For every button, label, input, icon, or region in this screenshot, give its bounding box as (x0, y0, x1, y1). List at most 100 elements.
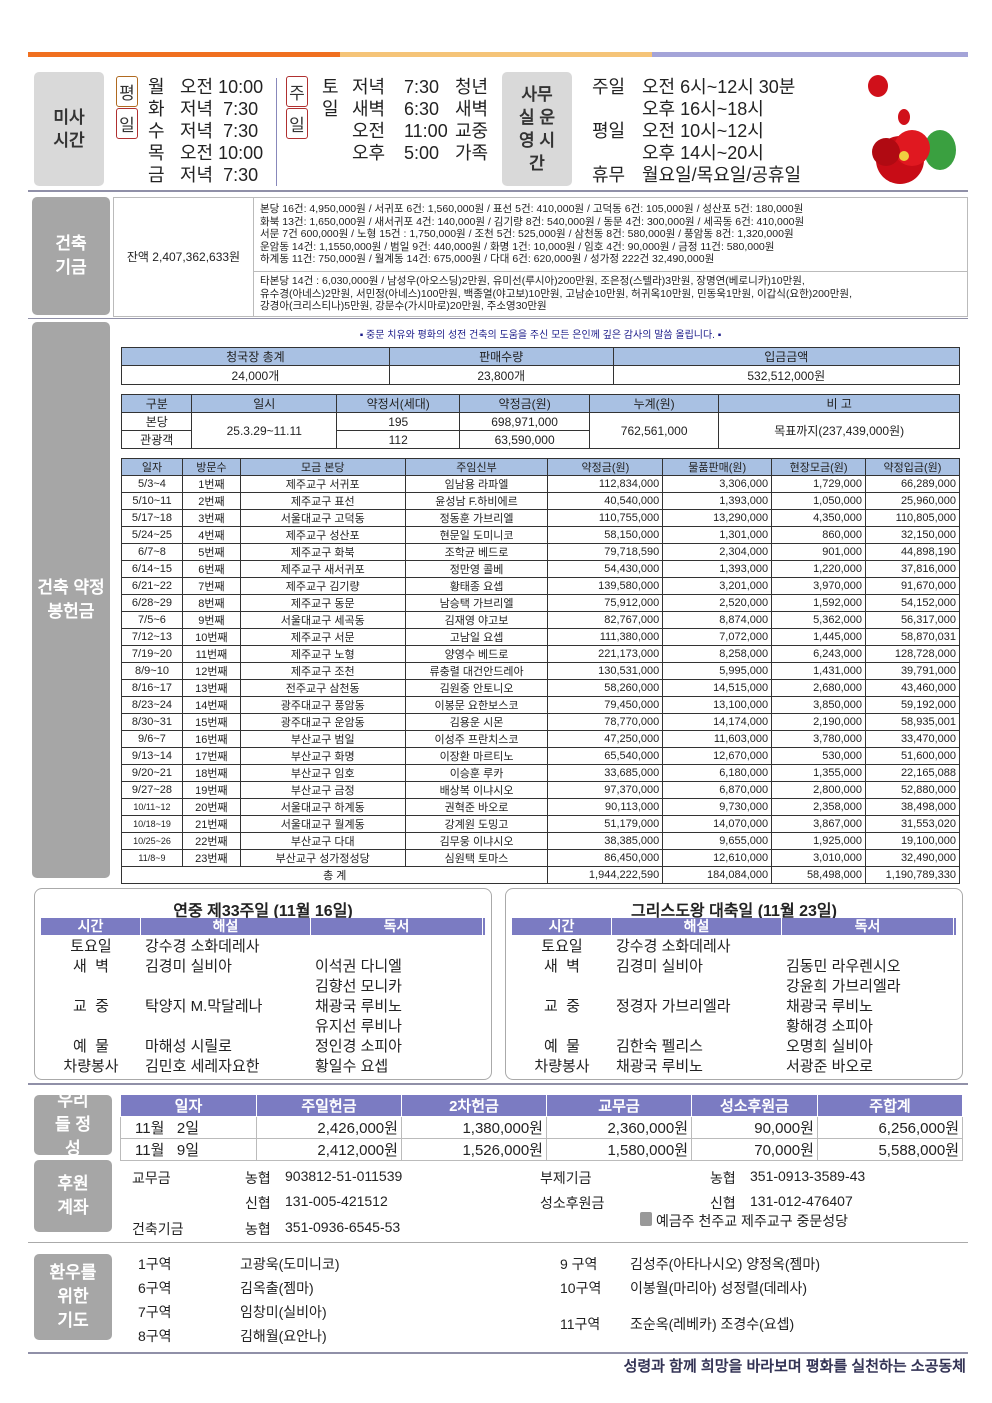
visit-cell: 6,870,000 (662, 781, 773, 799)
liturgy-cell: 이석권 다니엘 (315, 958, 402, 975)
visit-cell: 3,201,000 (662, 577, 773, 595)
visit-row: 9/6~7 16번째 부산교구 범일 이성주 프란치스코 47,250,000 11,60… (121, 730, 960, 748)
liturgy-cell: 차량봉사 (63, 1058, 119, 1075)
account-name: 부제기금 (540, 1170, 592, 1186)
offering-header: 교무금 (545, 1094, 693, 1117)
visit-cell: 65,540,000 (547, 747, 664, 765)
sunday-mass-cell: 청년 (455, 77, 489, 97)
liturgy-cell: 황해경 소피아 (786, 1018, 873, 1035)
visit-cell: 3,010,000 (771, 849, 866, 867)
visit-cell: 7,072,000 (662, 628, 773, 646)
parish-donations: 본당 16건: 4,950,000원 / 서귀포 6건: 1,560,000원 … (253, 197, 968, 272)
visit-cell: 8/23~24 (121, 696, 183, 714)
liturgy-row: 새 벽 김경미 실비아 김동민 라우렌시오 (512, 955, 956, 975)
visit-cell: 조학균 베드로 (404, 543, 549, 561)
visit-cell: 59,192,000 (865, 696, 960, 714)
visit-cell: 47,250,000 (547, 730, 664, 748)
visit-cell: 심원택 토마스 (404, 849, 549, 867)
liturgy-cell: 서광준 바오로 (786, 1058, 873, 1075)
visit-cell: 32,490,000 (865, 849, 960, 867)
top-bar-lavender (652, 52, 968, 57)
visit-cell: 2,680,000 (771, 679, 866, 697)
liturgy-cell: 김경미 실비아 (145, 958, 232, 975)
visit-row: 8/16~17 13번째 전주교구 삼천동 김원중 안토니오 58,260,000 14,… (121, 679, 960, 697)
visit-cell: 112,834,000 (547, 475, 664, 493)
divider (28, 1083, 968, 1085)
sunday-mass-cell: 5:00 (404, 143, 440, 163)
offering-header: 일자 (120, 1094, 257, 1117)
weekday-day: 금 (148, 165, 165, 185)
liturgy-row: 교 중 정경자 가브리엘라 채광국 루비노 (512, 995, 956, 1015)
visit-cell: 김원중 안토니오 (404, 679, 549, 697)
visit-cell: 7번째 (181, 577, 241, 595)
liturgy-row: 김향선 모니카 (41, 975, 485, 995)
liturgy-cell (41, 1015, 141, 1035)
visit-cell: 양영수 베드로 (404, 645, 549, 663)
visit-cell: 43,460,000 (865, 679, 960, 697)
top-bar-orange (28, 52, 340, 57)
visit-row: 8/23~24 14번째 광주대교구 풍암동 이봉문 요한보스코 79,450,000 1… (121, 696, 960, 714)
liturgy-cell (41, 975, 141, 995)
visit-cell: 130,531,000 (547, 662, 664, 680)
visit-cell: 79,718,590 (547, 543, 664, 561)
visit-cell: 광주대교구 풍암동 (239, 696, 406, 714)
visit-cell: 4,350,000 (771, 509, 866, 527)
liturgy-cell (612, 1015, 782, 1035)
visit-cell: 7/5~6 (121, 611, 183, 629)
office-day: 평일 (592, 121, 626, 141)
visit-row: 6/28~29 8번째 제주교구 동문 남승택 가브리엘 75,912,000 2,520… (121, 594, 960, 612)
visit-cell: 9/20~21 (121, 764, 183, 782)
liturgy-cell: 강윤희 가브리엘라 (786, 978, 901, 995)
visit-cell: 6/7~8 (121, 543, 183, 561)
liturgy-header-row: 시간 해설 독서 (512, 918, 956, 935)
divider (28, 1242, 968, 1243)
visit-cell: 33,685,000 (547, 764, 664, 782)
other-donation-line: 유수경(아네스)2만원, 서민정(아네스)100만원, 백종열(야고보)10만원… (260, 287, 853, 300)
liturgy-cell: 탁양지 M.막달레나 (145, 998, 263, 1015)
liturgy-row: 차량봉사 김민호 세레자요한 황일수 요셉 (41, 1055, 485, 1075)
visit-cell: 10/11~12 (121, 798, 183, 816)
visit-cell: 14,070,000 (662, 815, 773, 833)
pledge-label: 건축 약정 봉헌금 (32, 322, 110, 878)
visit-cell: 3,970,000 (771, 577, 866, 595)
offering-cell: 1,580,000원 (545, 1138, 693, 1161)
liturgy-cell: 김경미 실비아 (616, 958, 703, 975)
visit-cell: 1,393,000 (662, 492, 773, 510)
visit-cell: 33,470,000 (865, 730, 960, 748)
visit-cell: 9,730,000 (662, 798, 773, 816)
visit-cell: 2,304,000 (662, 543, 773, 561)
visit-cell: 제주교구 서귀포 (239, 475, 406, 493)
liturgy-row: 차량봉사 채광국 루비노 서광준 바오로 (512, 1055, 956, 1075)
sales-header: 입금금액 (612, 347, 961, 366)
account-name: 성소후원금 (540, 1195, 605, 1211)
visit-cell: 10/18~19 (121, 815, 183, 833)
liturgy-cell: 정경자 가브리엘라 (616, 998, 731, 1015)
visit-cell: 9/6~7 (121, 730, 183, 748)
parish-donation-line: 운암동 14건: 1,1550,000원 / 범일 9건: 440,000원 /… (260, 240, 775, 253)
visit-cell: 8,258,000 (662, 645, 773, 663)
sales-table: 청국장 총계 판매수량 입금금액 24,000개 23,800개 532,512,000원 (121, 347, 961, 385)
offering-cell: 2,360,000원 (545, 1116, 693, 1139)
accounts-label: 후원 계좌 (34, 1160, 112, 1232)
visit-cell: 90,113,000 (547, 798, 664, 816)
liturgy-row: 예 물 김한숙 펠리스 오명희 실비아 (512, 1035, 956, 1055)
liturgy-cell: 김동민 라우렌시오 (786, 958, 901, 975)
visits-header: 주임신부 (404, 458, 549, 476)
weekday-tag-2: 일 (116, 108, 138, 139)
visit-cell: 86,450,000 (547, 849, 664, 867)
visit-cell: 54,430,000 (547, 560, 664, 578)
summary-header: 누계(원) (588, 394, 720, 413)
liturgy-header: 해설 (141, 918, 311, 935)
liturgy-cell (512, 975, 612, 995)
offering-label: 우리들 정성 (34, 1091, 112, 1158)
visit-cell: 1,431,000 (771, 662, 866, 680)
visit-cell: 6,243,000 (771, 645, 866, 663)
sunday-tag-1: 주 (286, 76, 308, 107)
visit-cell: 3,867,000 (771, 815, 866, 833)
visits-header: 일자 (121, 458, 183, 476)
summary-households: 112 (336, 430, 461, 449)
summary-amount: 698,971,000 (459, 412, 590, 431)
offering-table: 일자 주일헌금 2차헌금 교무금 성소후원금 주합계 11월 2일 2,426,000원 1,3… (120, 1094, 964, 1161)
visit-cell: 4번째 (181, 526, 241, 544)
offering-header: 주합계 (816, 1094, 964, 1117)
